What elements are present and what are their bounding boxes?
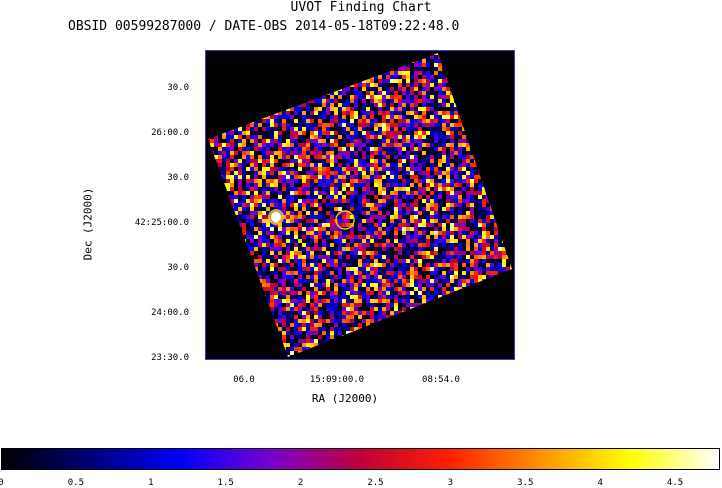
xtick: 06.0 xyxy=(233,375,255,385)
ytick: 42:25:00.0 xyxy=(134,218,189,228)
y-axis-label: Dec (J2000) xyxy=(81,187,95,261)
colorbar-tick: 0 xyxy=(0,478,4,488)
colorbar-tick: 1 xyxy=(148,478,154,488)
colorbar-tick: 0.5 xyxy=(67,478,85,488)
colorbar-tick: 3 xyxy=(447,478,454,488)
colorbar-tick: 2.5 xyxy=(367,478,384,488)
sky-image-frame xyxy=(205,50,515,360)
ytick: 23:30.0 xyxy=(151,353,189,363)
chart-title: UVOT Finding Chart xyxy=(290,0,432,15)
xtick: 15:09:00.0 xyxy=(309,375,365,385)
colorbar-tick: 4 xyxy=(597,478,603,488)
ytick: 30.0 xyxy=(167,173,189,183)
colorbar-tick: 1.5 xyxy=(217,478,234,488)
observation-subtitle: OBSID 00599287000 / DATE-OBS 2014-05-18T… xyxy=(68,19,460,34)
target-circle xyxy=(335,210,355,230)
ytick: 26:00.0 xyxy=(151,128,189,138)
sky-image xyxy=(208,53,512,357)
xtick: 08:54.0 xyxy=(422,375,460,385)
ytick: 30.0 xyxy=(167,263,189,273)
x-axis-label: RA (J2000) xyxy=(311,392,379,405)
colorbar-tick: 4.5 xyxy=(666,478,684,488)
ytick: 30.0 xyxy=(167,83,189,93)
colorbar-tick: 3.5 xyxy=(517,478,534,488)
ytick: 24:00.0 xyxy=(151,308,189,318)
colorbar xyxy=(1,448,720,470)
colorbar-tick: 2 xyxy=(297,478,304,488)
bright-star xyxy=(271,212,281,222)
